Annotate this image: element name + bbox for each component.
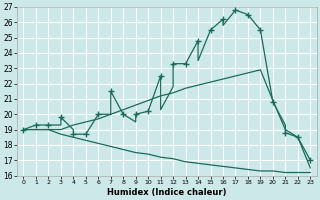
X-axis label: Humidex (Indice chaleur): Humidex (Indice chaleur) bbox=[107, 188, 227, 197]
